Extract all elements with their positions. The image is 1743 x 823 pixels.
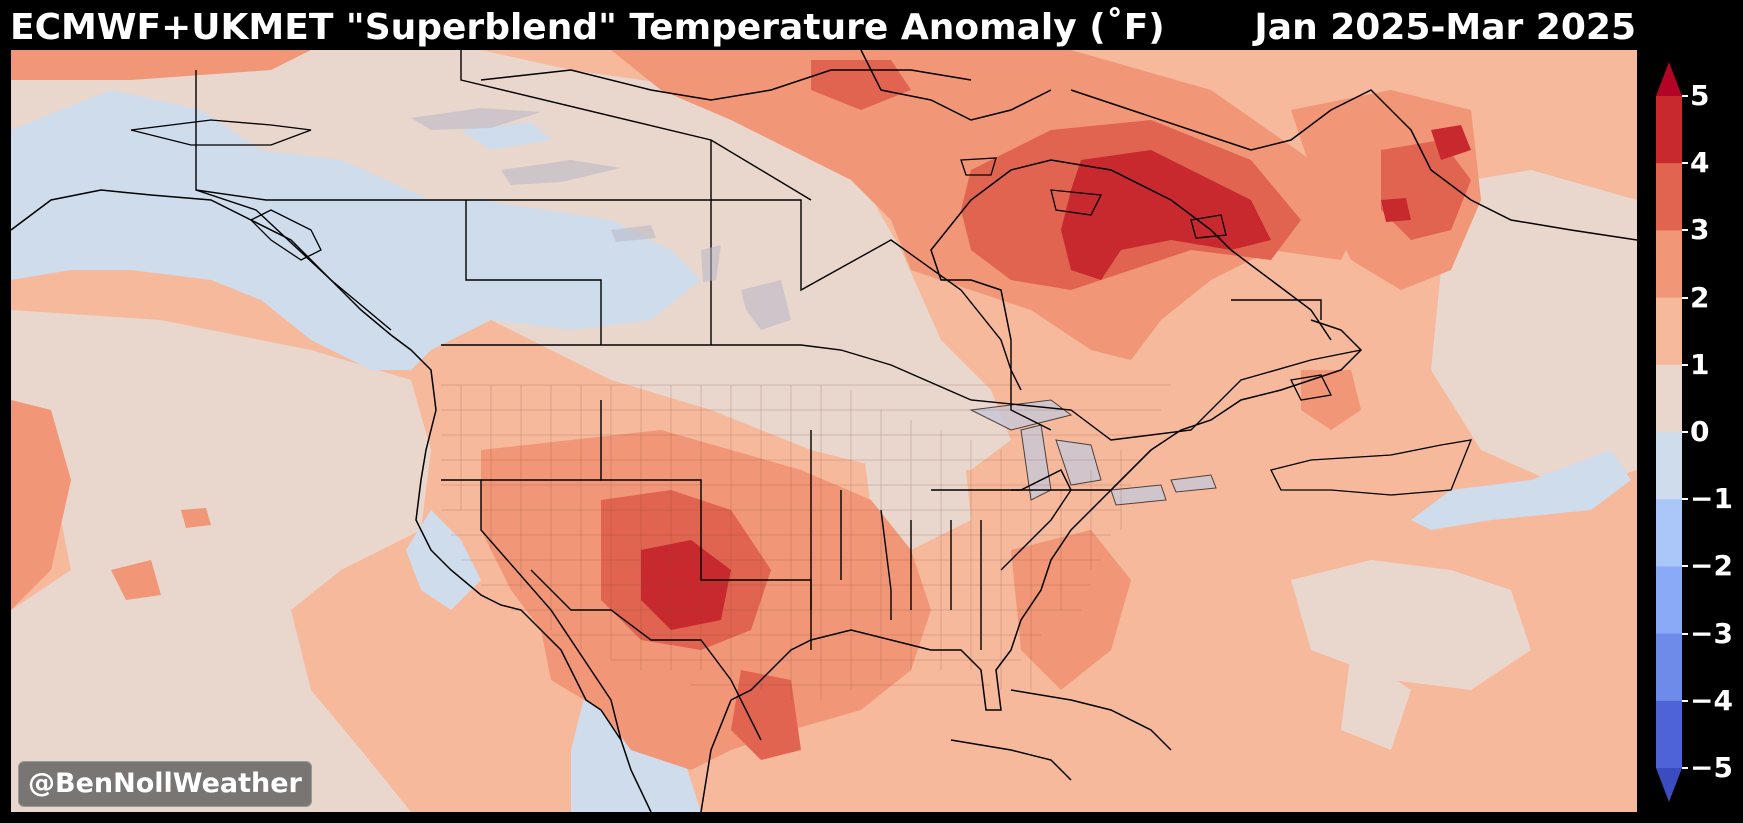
colorbar-tick-label: 0 (1690, 415, 1710, 448)
colorbar-tick-mark (1682, 498, 1688, 501)
colorbar-tick-mark (1682, 229, 1688, 232)
colorbar-segment (1656, 700, 1682, 769)
colorbar-under-arrow (1656, 768, 1682, 802)
colorbar-segment (1656, 633, 1682, 702)
coastlines (11, 50, 1637, 812)
colorbar-over-arrow (1656, 62, 1682, 96)
colorbar-segment (1656, 230, 1682, 299)
colorbar-tick-mark (1682, 363, 1688, 366)
colorbar-segment (1656, 96, 1682, 164)
colorbar-tick-mark (1682, 699, 1688, 702)
colorbar-tick-mark (1682, 632, 1688, 635)
colorbar-tick-label: 5 (1690, 79, 1710, 112)
colorbar-tick-label: 1 (1690, 347, 1710, 381)
water-hints (411, 108, 791, 330)
colorbar-tick-mark (1682, 431, 1688, 433)
borders (195, 50, 1362, 741)
colorbar-segment (1656, 432, 1682, 500)
colorbar-tick-label: 2 (1690, 280, 1710, 314)
anomaly-map (11, 50, 1637, 812)
islands (130, 119, 1473, 496)
colorbar-tick-mark (1682, 95, 1688, 97)
colorbar-tick-mark (1682, 565, 1688, 568)
colorbar-segment (1656, 163, 1682, 231)
colorbar-tick-label: 4 (1690, 146, 1710, 180)
forecast-period: Jan 2025-Mar 2025 (1254, 7, 1636, 48)
colorbar-segment (1656, 566, 1682, 635)
watermark-label: @BenNollWeather (18, 761, 312, 807)
colorbar-tick-label: −4 (1690, 683, 1733, 717)
colorbar-segment (1656, 364, 1682, 433)
colorbar-tick-label: −5 (1690, 751, 1733, 784)
colorbar-tick-label: 3 (1690, 213, 1710, 247)
colorbar-tick-mark (1682, 767, 1688, 769)
map-title: ECMWF+UKMET "Superblend" Temperature Ano… (10, 7, 1165, 48)
colorbar (1656, 62, 1682, 802)
colorbar-tick-label: −1 (1690, 482, 1733, 516)
colorbar-segment (1656, 499, 1682, 567)
colorbar-tick-mark (1682, 296, 1688, 299)
colorbar-tick-label: −2 (1690, 549, 1733, 583)
colorbar-segment (1656, 297, 1682, 366)
colorbar-tick-mark (1682, 162, 1688, 165)
colorbar-tick-label: −3 (1690, 616, 1733, 650)
